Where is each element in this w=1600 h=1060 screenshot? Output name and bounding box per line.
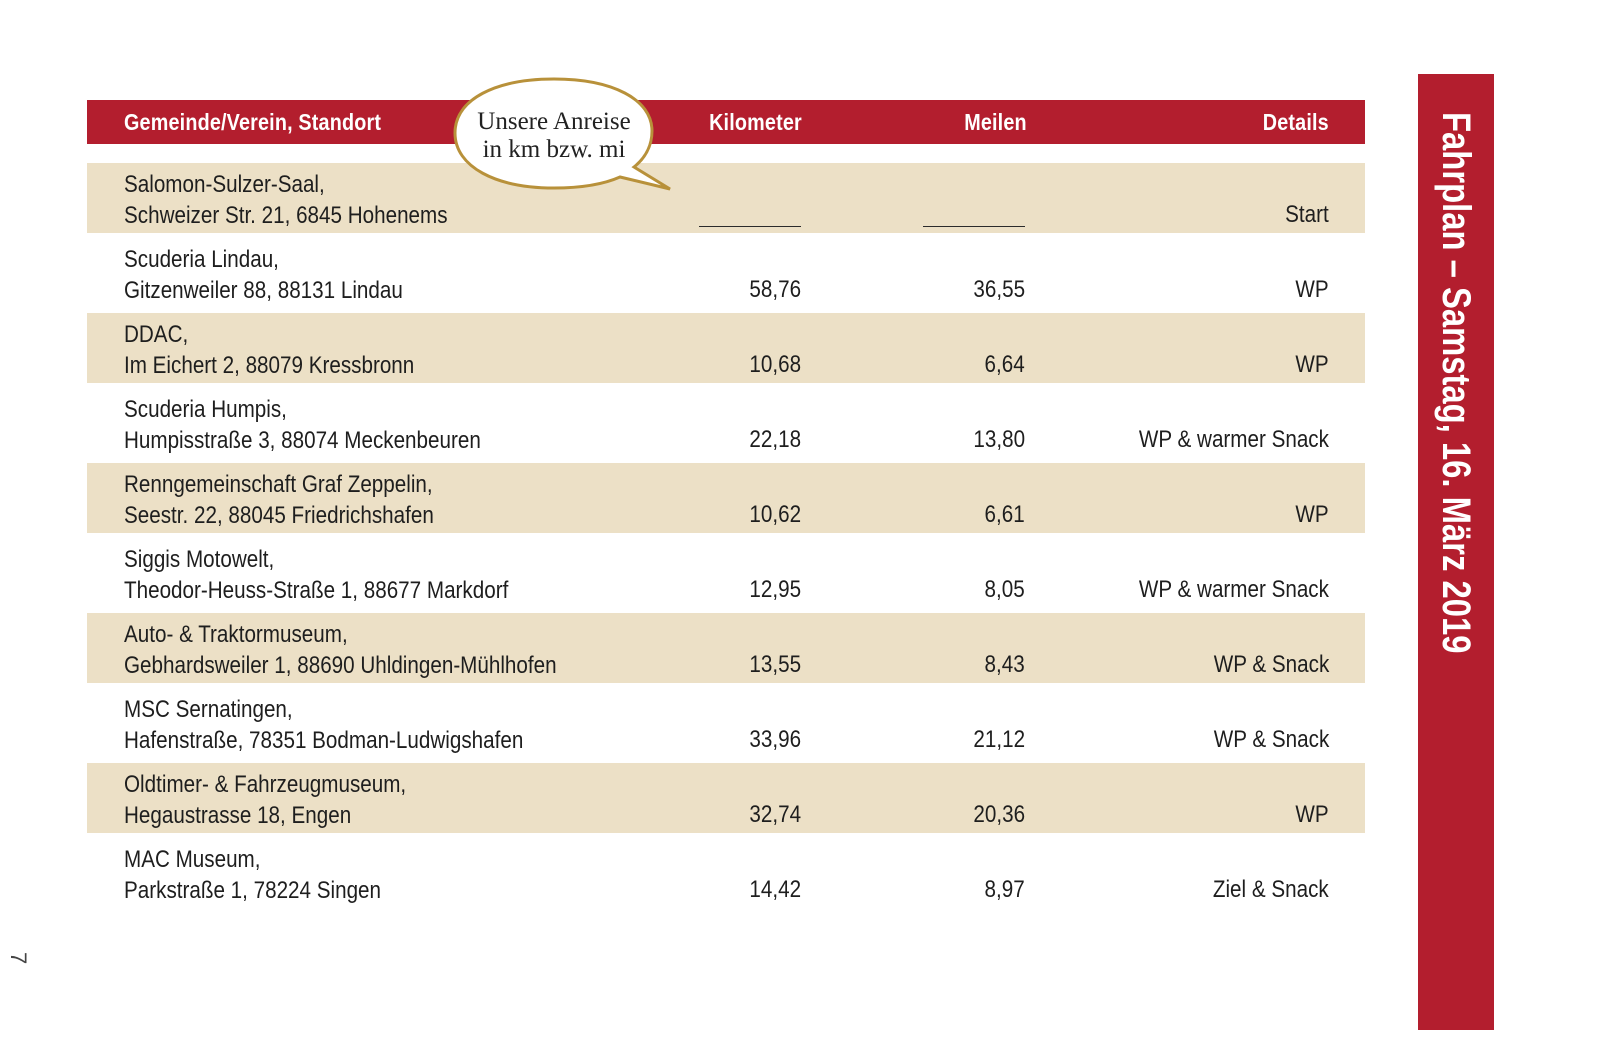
table-row: Scuderia Humpis, Humpisstraße 3, 88074 M… [87, 388, 1365, 458]
kilometer-blank-line [699, 226, 801, 227]
kilometer-cell: 32,74 [749, 801, 801, 828]
header-meilen: Meilen [964, 109, 1027, 135]
location-cell: Renngemeinschaft Graf Zeppelin, Seestr. … [124, 469, 434, 531]
location-name: Scuderia Lindau, [124, 246, 279, 273]
kilometer-cell: 22,18 [749, 426, 801, 453]
location-name: Renngemeinschaft Graf Zeppelin, [124, 471, 433, 498]
kilometer-cell: 10,62 [749, 501, 801, 528]
details-cell: WP & Snack [1213, 726, 1329, 753]
location-address: Gitzenweiler 88, 88131 Lindau [124, 277, 403, 304]
speech-bubble: Unsere Anreise in km bzw. mi [452, 77, 672, 192]
location-cell: DDAC, Im Eichert 2, 88079 Kressbronn [124, 319, 414, 381]
details-cell: WP [1295, 801, 1329, 828]
location-cell: Oldtimer- & Fahrzeugmuseum, Hegaustrasse… [124, 769, 406, 831]
location-address: Theodor-Heuss-Straße 1, 88677 Markdorf [124, 577, 509, 604]
location-address: Schweizer Str. 21, 6845 Hohenems [124, 202, 448, 229]
location-cell: Auto- & Traktormuseum, Gebhardsweiler 1,… [124, 619, 557, 681]
location-name: Auto- & Traktormuseum, [124, 621, 348, 648]
kilometer-cell: 10,68 [749, 351, 801, 378]
speech-bubble-shape [453, 77, 671, 191]
side-title: Fahrplan – Samstag, 16. März 2019 [1434, 112, 1478, 772]
details-cell: WP [1295, 276, 1329, 303]
meilen-cell: 20,36 [973, 801, 1025, 828]
table-row: Salomon-Sulzer-Saal, Schweizer Str. 21, … [87, 163, 1365, 233]
location-address: Humpisstraße 3, 88074 Meckenbeuren [124, 427, 481, 454]
details-cell: Start [1285, 201, 1329, 228]
kilometer-cell: 12,95 [749, 576, 801, 603]
kilometer-cell: 14,42 [749, 876, 801, 903]
details-cell: Ziel & Snack [1213, 876, 1329, 903]
details-cell: WP [1295, 351, 1329, 378]
kilometer-cell: 58,76 [749, 276, 801, 303]
location-name: Scuderia Humpis, [124, 396, 287, 423]
details-cell: WP [1295, 501, 1329, 528]
table-row: Oldtimer- & Fahrzeugmuseum, Hegaustrasse… [87, 763, 1365, 833]
location-address: Parkstraße 1, 78224 Singen [124, 877, 382, 904]
header-gemeinde: Gemeinde/Verein, Standort [124, 109, 382, 135]
location-address: Hegaustrasse 18, Engen [124, 802, 352, 829]
location-address: Hafenstraße, 78351 Bodman-Ludwigshafen [124, 727, 524, 754]
meilen-cell: 21,12 [973, 726, 1025, 753]
location-cell: Scuderia Lindau, Gitzenweiler 88, 88131 … [124, 244, 403, 306]
side-title-text: Fahrplan – Samstag, 16. März 2019 [1434, 112, 1478, 654]
location-name: MAC Museum, [124, 846, 261, 873]
details-cell: WP & warmer Snack [1138, 426, 1329, 453]
page-number: 7 [6, 952, 31, 965]
table-row: MSC Sernatingen, Hafenstraße, 78351 Bodm… [87, 688, 1365, 758]
location-name: Oldtimer- & Fahrzeugmuseum, [124, 771, 407, 798]
location-name: Salomon-Sulzer-Saal, [124, 171, 325, 198]
details-cell: WP & warmer Snack [1138, 576, 1329, 603]
location-address: Seestr. 22, 88045 Friedrichshafen [124, 502, 434, 529]
table-header: Gemeinde/Verein, Standort Kilometer Meil… [87, 100, 1365, 144]
bubble-line-1: Unsere Anreise [477, 108, 631, 135]
meilen-cell: 8,43 [984, 651, 1025, 678]
location-cell: Salomon-Sulzer-Saal, Schweizer Str. 21, … [124, 169, 448, 231]
location-address: Gebhardsweiler 1, 88690 Uhldingen-Mühlho… [124, 652, 557, 679]
location-name: Siggis Motowelt, [124, 546, 275, 573]
speech-bubble-text: Unsere Anreise in km bzw. mi [452, 108, 656, 164]
meilen-blank-line [923, 226, 1025, 227]
header-details: Details [1262, 109, 1329, 135]
table-row: Scuderia Lindau, Gitzenweiler 88, 88131 … [87, 238, 1365, 308]
kilometer-cell: 13,55 [749, 651, 801, 678]
meilen-cell: 6,61 [984, 501, 1025, 528]
table-row: Auto- & Traktormuseum, Gebhardsweiler 1,… [87, 613, 1365, 683]
location-cell: Siggis Motowelt, Theodor-Heuss-Straße 1,… [124, 544, 508, 606]
details-cell: WP & Snack [1213, 651, 1329, 678]
location-cell: MAC Museum, Parkstraße 1, 78224 Singen [124, 844, 381, 906]
bubble-line-2: in km bzw. mi [482, 136, 626, 163]
table-body: Salomon-Sulzer-Saal, Schweizer Str. 21, … [87, 163, 1365, 908]
header-kilometer: Kilometer [709, 109, 802, 135]
table-row: Siggis Motowelt, Theodor-Heuss-Straße 1,… [87, 538, 1365, 608]
schedule-table: Gemeinde/Verein, Standort Kilometer Meil… [87, 100, 1365, 913]
table-row: MAC Museum, Parkstraße 1, 78224 Singen 1… [87, 838, 1365, 908]
location-address: Im Eichert 2, 88079 Kressbronn [124, 352, 415, 379]
meilen-cell: 6,64 [984, 351, 1025, 378]
location-cell: MSC Sernatingen, Hafenstraße, 78351 Bodm… [124, 694, 523, 756]
location-name: MSC Sernatingen, [124, 696, 293, 723]
meilen-cell: 8,05 [984, 576, 1025, 603]
meilen-cell: 8,97 [984, 876, 1025, 903]
meilen-cell: 36,55 [973, 276, 1025, 303]
kilometer-cell: 33,96 [749, 726, 801, 753]
table-row: DDAC, Im Eichert 2, 88079 Kressbronn 10,… [87, 313, 1365, 383]
location-cell: Scuderia Humpis, Humpisstraße 3, 88074 M… [124, 394, 481, 456]
meilen-cell: 13,80 [973, 426, 1025, 453]
side-title-bar [1418, 74, 1494, 1030]
table-row: Renngemeinschaft Graf Zeppelin, Seestr. … [87, 463, 1365, 533]
location-name: DDAC, [124, 321, 189, 348]
